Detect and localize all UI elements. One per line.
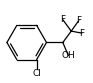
Text: OH: OH	[61, 51, 75, 60]
Text: F: F	[60, 15, 65, 24]
Text: Cl: Cl	[32, 69, 41, 78]
Text: F: F	[76, 16, 81, 25]
Text: F: F	[79, 29, 84, 38]
